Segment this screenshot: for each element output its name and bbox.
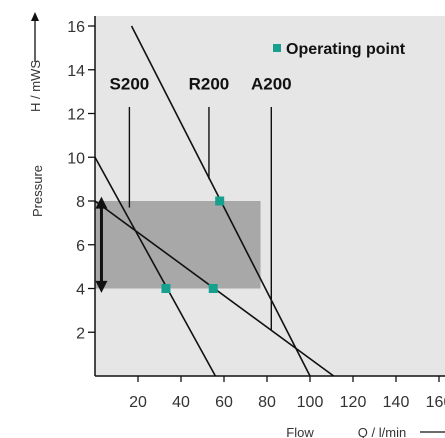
axis-titles: Pressure H / mWS Flow Q / l/min [28,60,406,438]
legend-marker [273,44,281,52]
y-axis-arrowhead [31,12,39,21]
x-tick-label: 120 [340,394,367,411]
legend: Operating point [273,41,406,58]
operating-point-marker [208,284,218,293]
x-tick-label: 140 [383,394,410,411]
y-tick-label: 4 [76,282,85,299]
range-arrow-head-up [95,196,108,209]
y-tick-label: 10 [67,150,85,167]
range-arrow-head-down [95,280,108,293]
x-tick-label: 80 [258,394,276,411]
x-tick-label: 40 [172,394,190,411]
operating-range [95,201,261,289]
label-pointers [128,106,272,331]
y-axis-label: Pressure [30,165,45,217]
y-tick-label: 12 [67,107,85,124]
x-tick-label: 20 [129,394,147,411]
x-axis-unit: Q / l/min [358,425,406,438]
axes [31,12,445,433]
operating-point-marker [215,196,225,206]
y-tick-label: 6 [76,238,85,255]
curve-label-r200: R200 [189,74,230,93]
operating-point-marker [161,284,171,293]
range-arrow [95,196,108,293]
curve-labels: S200 R200 A200 [110,74,292,93]
y-tick-label: 14 [67,63,85,80]
x-axis-label: Flow [286,425,314,438]
x-tick-label: 160 [426,394,445,411]
plot-background [95,16,445,376]
legend-label: Operating point [286,41,406,58]
tick-labels: 2 4 6 8 10 12 14 16 20 40 60 80 100 120 140 160 [67,19,445,411]
y-axis-unit: H / mWS [28,60,43,112]
y-tick-label: 2 [76,325,85,342]
curve-label-a200: A200 [251,74,292,93]
curve-label-s200: S200 [110,74,150,93]
x-tick-label: 100 [297,394,324,411]
y-tick-label: 16 [67,19,85,36]
x-tick-label: 60 [215,394,233,411]
curve-s200 [94,156,217,377]
operating-points [161,196,225,293]
y-tick-label: 8 [76,194,85,211]
